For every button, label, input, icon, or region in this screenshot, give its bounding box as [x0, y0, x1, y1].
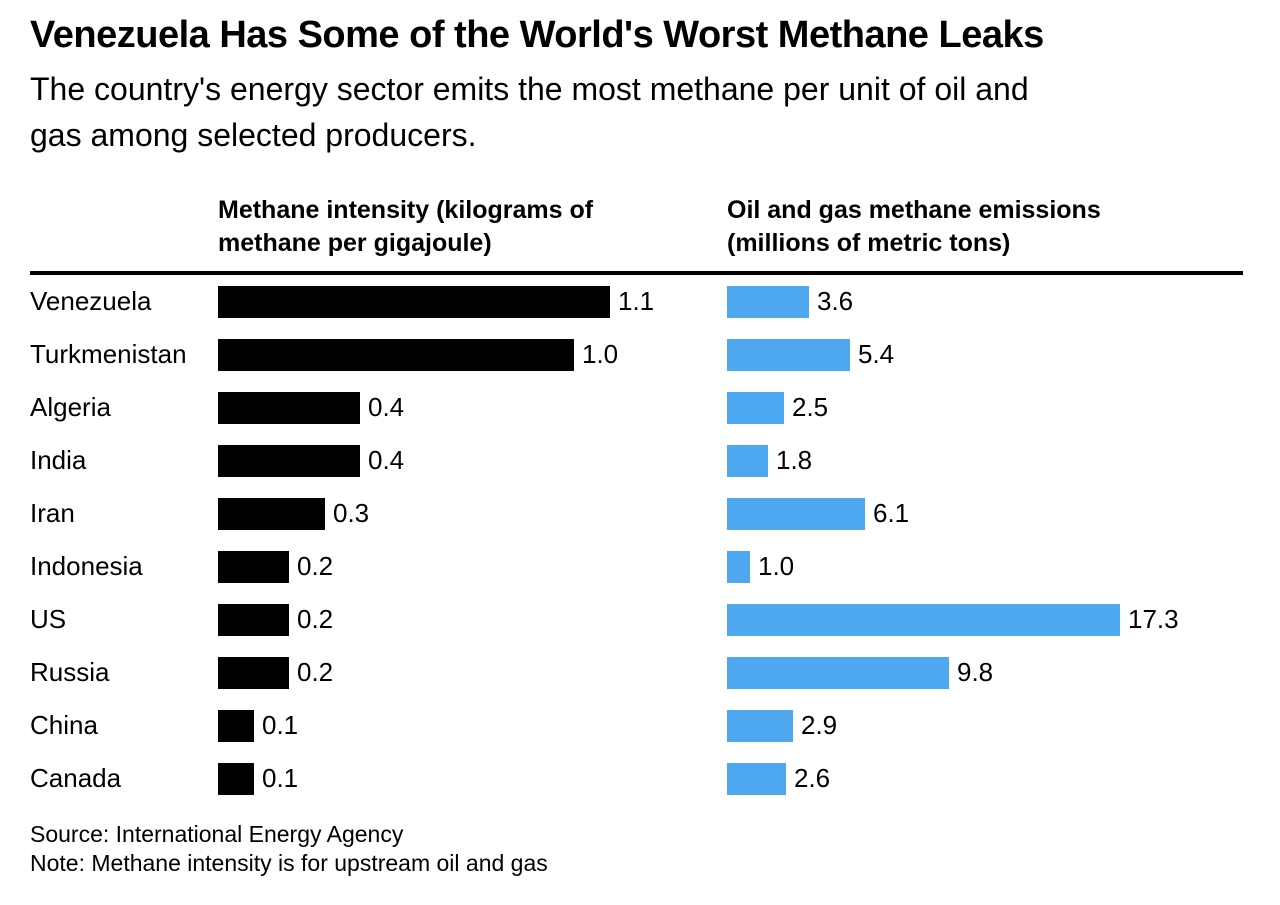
note-text: Note: Methane intensity is for upstream …: [30, 850, 548, 876]
emissions-bar: [727, 709, 793, 742]
header-rule: [30, 271, 1243, 275]
intensity-cell: 0.2: [218, 603, 727, 636]
emissions-value: 1.0: [758, 551, 795, 581]
emissions-cell: 3.6: [727, 285, 1250, 318]
emissions-value: 2.5: [792, 392, 829, 422]
intensity-cell: 0.4: [218, 444, 727, 477]
emissions-column-header-line-1: Oil and gas methane emissions: [727, 196, 1101, 224]
emissions-value: 6.1: [873, 498, 910, 528]
intensity-value: 0.4: [368, 392, 405, 422]
country-label: Russia: [30, 657, 110, 687]
intensity-bar: [218, 603, 289, 636]
emissions-value: 3.6: [817, 286, 854, 316]
emissions-column-header-line-2: (millions of metric tons): [727, 229, 1011, 257]
chart-row: Algeria 0.4 2.5: [30, 381, 1250, 434]
emissions-column-header: Oil and gas methane emissions (millions …: [727, 194, 1250, 260]
intensity-bar: [218, 391, 360, 424]
emissions-cell: 2.5: [727, 391, 1250, 424]
emissions-cell: 1.0: [727, 550, 1250, 583]
emissions-value: 17.3: [1128, 604, 1179, 634]
intensity-cell: 0.2: [218, 550, 727, 583]
country-label: Indonesia: [30, 551, 143, 581]
emissions-bar: [727, 550, 750, 583]
chart-row: China 0.1 2.9: [30, 699, 1250, 752]
intensity-bar: [218, 285, 610, 318]
emissions-bar: [727, 603, 1120, 636]
intensity-value: 1.0: [582, 339, 619, 369]
intensity-value: 1.1: [618, 286, 655, 316]
intensity-column-header-line-2: methane per gigajoule): [218, 229, 492, 257]
emissions-bar: [727, 285, 809, 318]
emissions-cell: 1.8: [727, 444, 1250, 477]
intensity-cell: 1.0: [218, 338, 727, 371]
chart-footer: Source: International Energy Agency Note…: [30, 820, 1250, 878]
country-label: China: [30, 710, 98, 740]
emissions-value: 9.8: [957, 657, 994, 687]
country-label: US: [30, 604, 67, 634]
intensity-value: 0.4: [368, 445, 405, 475]
intensity-cell: 1.1: [218, 285, 727, 318]
intensity-column-header: Methane intensity (kilograms of methane …: [218, 194, 727, 260]
country-label: India: [30, 445, 87, 475]
chart-row: US 0.2 17.3: [30, 593, 1250, 646]
emissions-value: 5.4: [858, 339, 895, 369]
emissions-bar: [727, 656, 949, 689]
chart-title: Venezuela Has Some of the World's Worst …: [30, 14, 1044, 56]
intensity-value: 0.1: [262, 763, 299, 793]
intensity-bar: [218, 709, 254, 742]
emissions-bar: [727, 497, 865, 530]
intensity-value: 0.3: [333, 498, 370, 528]
intensity-column-header-line-1: Methane intensity (kilograms of: [218, 196, 594, 224]
country-label: Turkmenistan: [30, 339, 187, 369]
intensity-value: 0.2: [297, 604, 334, 634]
intensity-value: 0.2: [297, 657, 334, 687]
country-label: Iran: [30, 498, 75, 528]
chart-row: Russia 0.2 9.8: [30, 646, 1250, 699]
intensity-bar: [218, 497, 325, 530]
country-label: Algeria: [30, 392, 111, 422]
intensity-value: 0.2: [297, 551, 334, 581]
emissions-bar: [727, 444, 768, 477]
chart-row: Iran 0.3 6.1: [30, 487, 1250, 540]
chart-row: Canada 0.1 2.6: [30, 752, 1250, 805]
emissions-bar: [727, 762, 786, 795]
chart-row: India 0.4 1.8: [30, 434, 1250, 487]
intensity-cell: 0.1: [218, 762, 727, 795]
chart-row: Turkmenistan 1.0 5.4: [30, 328, 1250, 381]
intensity-cell: 0.2: [218, 656, 727, 689]
chart-row: Indonesia 0.2 1.0: [30, 540, 1250, 593]
intensity-bar: [218, 762, 254, 795]
intensity-cell: 0.3: [218, 497, 727, 530]
intensity-bar: [218, 656, 289, 689]
chart-subtitle-line-2: gas among selected producers.: [30, 117, 477, 153]
emissions-cell: 6.1: [727, 497, 1250, 530]
chart-subtitle-line-1: The country's energy sector emits the mo…: [30, 71, 1029, 107]
emissions-cell: 2.6: [727, 762, 1250, 795]
emissions-cell: 2.9: [727, 709, 1250, 742]
intensity-value: 0.1: [262, 710, 299, 740]
intensity-bar: [218, 338, 574, 371]
emissions-cell: 17.3: [727, 603, 1250, 636]
country-label: Canada: [30, 763, 122, 793]
chart-row: Venezuela 1.1 3.6: [30, 275, 1250, 328]
intensity-bar: [218, 550, 289, 583]
emissions-cell: 5.4: [727, 338, 1250, 371]
intensity-bar: [218, 444, 360, 477]
emissions-value: 2.6: [794, 763, 831, 793]
emissions-value: 2.9: [801, 710, 838, 740]
emissions-value: 1.8: [776, 445, 813, 475]
emissions-cell: 9.8: [727, 656, 1250, 689]
emissions-bar: [727, 338, 850, 371]
source-text: Source: International Energy Agency: [30, 821, 404, 847]
country-label: Venezuela: [30, 286, 152, 316]
column-headers: Methane intensity (kilograms of methane …: [30, 194, 1250, 260]
intensity-cell: 0.4: [218, 391, 727, 424]
chart-subtitle: The country's energy sector emits the mo…: [30, 66, 1250, 158]
emissions-bar: [727, 391, 784, 424]
chart-rows: Venezuela 1.1 3.6 Turkmenistan 1.0 5.4 A…: [30, 275, 1250, 805]
intensity-cell: 0.1: [218, 709, 727, 742]
